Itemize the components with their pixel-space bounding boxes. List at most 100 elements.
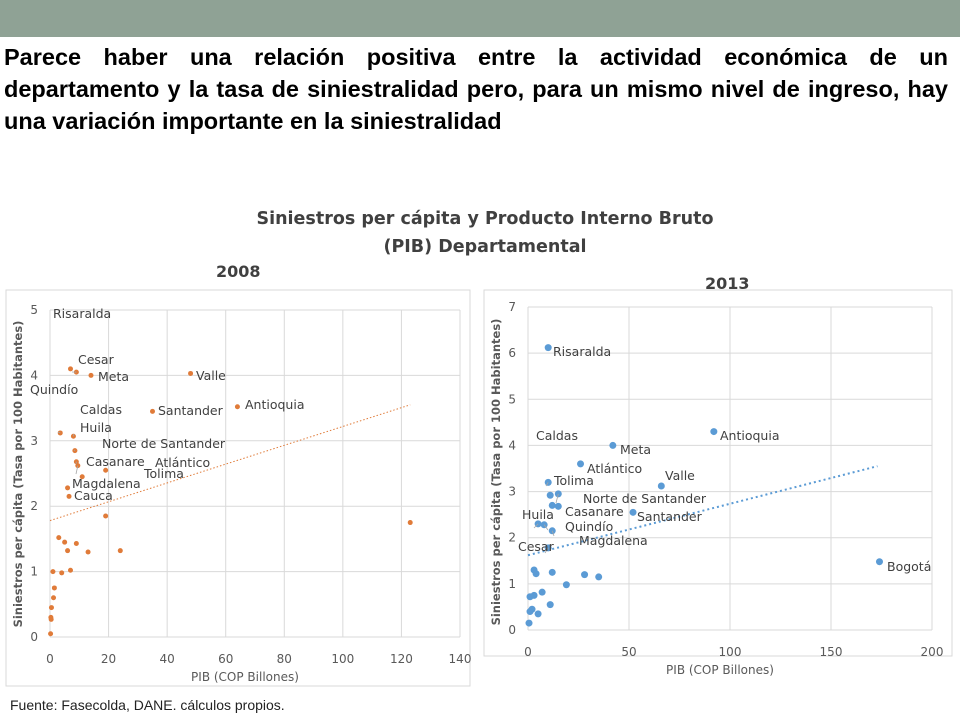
chart-2013-point	[546, 601, 554, 609]
chart-2013-point	[577, 460, 585, 468]
chart-2013-x-tick-label: 100	[719, 645, 742, 659]
chart-2008-x-axis-label: PIB (COP Billones)	[191, 670, 299, 684]
chart-2013-point	[548, 501, 556, 509]
chart-2008-data-label: Tolima	[143, 466, 184, 481]
chart-2013-point	[548, 568, 556, 576]
chart-2013-leader-line	[533, 523, 539, 529]
chart-2013-point	[546, 491, 554, 499]
chart-2013-data-label: Tolima	[553, 473, 594, 488]
chart-2013-y-tick-label: 4	[508, 438, 516, 452]
chart-2008-point	[85, 549, 91, 555]
chart-2008-point	[73, 540, 79, 546]
chart-2013-point	[534, 610, 542, 618]
chart-2013-data-label: Santander	[637, 509, 703, 524]
chart-2008-x-tick-label: 20	[101, 652, 116, 666]
chart-2008-title: 2008	[216, 262, 261, 281]
chart-2008-point	[407, 520, 413, 526]
chart-2013-point	[544, 344, 552, 352]
chart-2008-point	[56, 535, 62, 541]
chart-title: Siniestros per cápita y Producto Interno…	[200, 205, 770, 261]
chart-2013-data-label: Quindío	[565, 519, 613, 534]
chart-2008-point	[68, 567, 73, 573]
chart-2013-point	[875, 558, 883, 566]
chart-2008-point	[88, 372, 94, 378]
chart-2008-point	[48, 616, 54, 622]
chart-2008-point	[48, 605, 54, 611]
chart-2008-point	[50, 569, 56, 575]
chart-2008-point	[51, 595, 57, 601]
chart-2008-data-label: Atlántico	[155, 455, 210, 470]
chart-2013-x-tick-label: 200	[921, 645, 944, 659]
chart-2013-data-label: Huila	[522, 507, 554, 522]
chart-2013-y-tick-label: 0	[508, 623, 516, 637]
chart-2013-data-label: Magdalena	[579, 533, 648, 548]
chart-2008-point	[103, 513, 109, 519]
chart-2008-x-tick-label: 60	[218, 652, 233, 666]
chart-2008-leader-line	[57, 431, 61, 434]
chart-2008-data-label: Norte de Santander	[102, 436, 226, 451]
chart-2013-data-label: Atlántico	[587, 461, 642, 476]
chart-2013-point	[581, 571, 589, 579]
chart-2008-data-label: Cauca	[74, 488, 113, 503]
headline-text: Parece haber una relación positiva entre…	[4, 44, 948, 134]
chart-2008-y-tick-label: 3	[30, 434, 38, 448]
chart-2008-point	[62, 539, 68, 545]
chart-2008-y-tick-label: 1	[30, 565, 38, 579]
chart-2008-leader-line	[73, 449, 76, 451]
chart-2008-data-label: Quindío	[30, 382, 78, 397]
chart-2008-leader-line	[75, 465, 79, 475]
chart-2008-y-tick-label: 0	[30, 630, 38, 644]
chart-2013-data-label: Antioquia	[720, 428, 780, 443]
chart-2008-x-tick-label: 0	[46, 652, 54, 666]
chart-2008-point	[103, 467, 109, 473]
chart-2013-y-tick-label: 6	[508, 346, 516, 360]
chart-2008-point	[68, 366, 73, 372]
chart-2013-x-tick-label: 50	[621, 645, 636, 659]
chart-2013-point	[562, 581, 570, 589]
chart-2013-y-tick-label: 3	[508, 485, 516, 499]
chart-2008-trendline	[49, 404, 411, 522]
chart-2013-data-label: Caldas	[536, 428, 578, 443]
chart-2013-point	[525, 619, 533, 627]
chart-2013-data-label: Valle	[665, 468, 695, 483]
chart-2008-data-label: Meta	[98, 369, 129, 384]
chart-2008-data-label: Santander	[158, 403, 224, 418]
chart-2013-data-label: Bogotá	[887, 559, 931, 574]
chart-2013-point	[526, 593, 534, 601]
chart-2013-data-label: Casanare	[565, 504, 624, 519]
chart-2013-x-tick-label: 150	[820, 645, 843, 659]
header-bar	[0, 0, 960, 37]
chart-2008-frame	[5, 289, 471, 687]
chart-2013-y-axis-label: Siniestros per cápita (Tasa por 100 Habi…	[489, 319, 503, 626]
chart-2013-point	[609, 441, 617, 449]
chart-2008-point	[48, 631, 54, 637]
chart-2008-x-tick-label: 100	[331, 652, 354, 666]
chart-2008-point	[234, 404, 240, 410]
chart-2013-x-axis-label: PIB (COP Billones)	[666, 663, 774, 677]
chart-2013-point	[595, 573, 603, 581]
chart-2008-point	[51, 585, 57, 591]
chart-2008-y-tick-label: 2	[30, 499, 38, 513]
chart-title-line-2: (PIB) Departamental	[383, 237, 587, 257]
chart-2008-point	[188, 370, 194, 376]
chart-2013-point	[710, 428, 718, 436]
chart-2008-point	[65, 548, 71, 554]
chart-2008-data-label: Magdalena	[72, 476, 141, 491]
chart-2008-data-label: Caldas	[80, 402, 122, 417]
chart-2013-point	[538, 588, 546, 596]
chart-2013-y-tick-label: 2	[508, 531, 516, 545]
chart-2013-point	[629, 508, 637, 516]
chart-2008-point	[150, 408, 155, 414]
chart-2013-data-label: Norte de Santander	[583, 491, 707, 506]
chart-2013-frame	[483, 289, 953, 657]
chart-2008-x-tick-label: 80	[277, 652, 292, 666]
chart-2013-point	[554, 502, 562, 510]
chart-2008-x-tick-label: 40	[160, 652, 175, 666]
chart-2013-point	[657, 482, 665, 490]
chart-2013-title: 2013	[705, 274, 750, 293]
source-note: Fuente: Fasecolda, DANE. cálculos propio…	[10, 697, 285, 713]
chart-2008-data-label: Antioquia	[245, 397, 305, 412]
chart-2008-leader-line	[73, 433, 75, 437]
chart-2013-data-label: Risaralda	[553, 344, 611, 359]
